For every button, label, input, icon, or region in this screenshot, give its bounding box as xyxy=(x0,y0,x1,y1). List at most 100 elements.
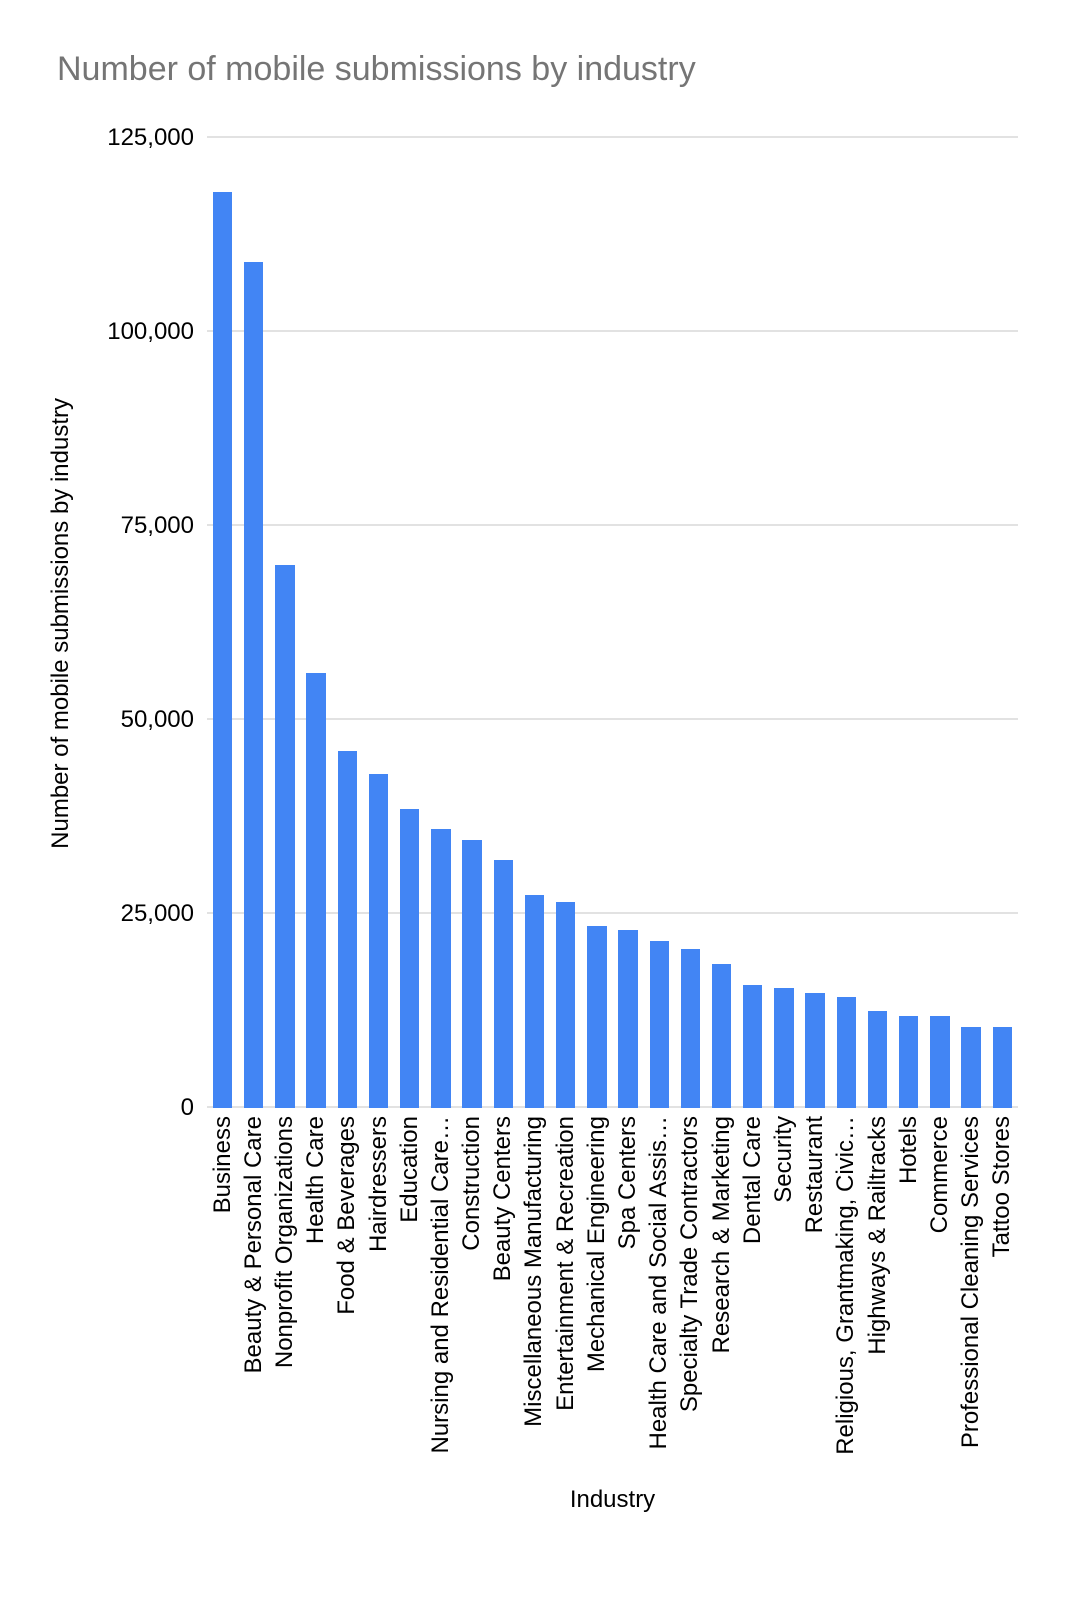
bar[interactable] xyxy=(836,997,856,1108)
bar-column xyxy=(831,138,862,1108)
x-tick-cell: Health Care xyxy=(301,1116,332,1476)
x-tick-cell: Restaurant xyxy=(800,1116,831,1476)
x-tick-cell: Security xyxy=(768,1116,799,1476)
bar[interactable] xyxy=(244,262,264,1108)
bar[interactable] xyxy=(400,809,420,1108)
bar-column xyxy=(987,138,1018,1108)
x-tick-label: Hairdressers xyxy=(364,1116,392,1253)
bar-column xyxy=(768,138,799,1108)
x-tick-label: Security xyxy=(769,1116,797,1203)
x-tick-label: Construction xyxy=(458,1116,486,1251)
bar[interactable] xyxy=(711,964,732,1108)
x-tick-label: Hotels xyxy=(894,1116,922,1185)
x-tick-label: Mechanical Engineering xyxy=(582,1116,610,1373)
x-tick-label: Spa Centers xyxy=(614,1116,642,1250)
bar[interactable] xyxy=(961,1026,981,1108)
x-tick-cell: Hotels xyxy=(893,1116,924,1476)
x-tick-label: Beauty & Personal Care xyxy=(239,1116,267,1374)
bar-column xyxy=(706,138,737,1108)
x-tick-label: Commerce xyxy=(925,1116,953,1234)
bar-column xyxy=(207,138,238,1108)
gridline xyxy=(207,1106,1018,1108)
bar[interactable] xyxy=(587,925,607,1108)
x-tick-cell: Business xyxy=(207,1116,238,1476)
x-tick-cell: Construction xyxy=(457,1116,488,1476)
x-tick-cell: Food & Beverages xyxy=(332,1116,363,1476)
bar[interactable] xyxy=(337,751,357,1108)
bar-column xyxy=(457,138,488,1108)
bar[interactable] xyxy=(899,1016,919,1108)
bar-column xyxy=(956,138,987,1108)
x-tick-cell: Spa Centers xyxy=(612,1116,643,1476)
x-tick-cell: Hairdressers xyxy=(363,1116,394,1476)
gridline xyxy=(207,912,1018,914)
x-tick-cell: Education xyxy=(394,1116,425,1476)
bar-column xyxy=(332,138,363,1108)
x-tick-label: Miscellaneous Manufacturing xyxy=(520,1116,548,1427)
bar-column xyxy=(425,138,456,1108)
bar-column xyxy=(363,138,394,1108)
x-tick-label: Beauty Centers xyxy=(489,1116,517,1282)
gridline xyxy=(207,718,1018,720)
x-tick-label: Business xyxy=(208,1116,236,1214)
bar-column xyxy=(800,138,831,1108)
x-tick-label: Nonprofit Organizations xyxy=(270,1116,298,1369)
bar-column xyxy=(737,138,768,1108)
bar[interactable] xyxy=(306,673,326,1108)
x-tick-cell: Health Care and Social Assis… xyxy=(644,1116,675,1476)
bar[interactable] xyxy=(618,929,638,1108)
x-tick-cell: Tattoo Stores xyxy=(987,1116,1018,1476)
x-tick-cell: Professional Cleaning Services xyxy=(956,1116,987,1476)
bar[interactable] xyxy=(493,859,513,1108)
bar-column xyxy=(862,138,893,1108)
x-tick-label: Entertainment & Recreation xyxy=(551,1116,579,1411)
gridline xyxy=(207,524,1018,526)
x-tick-label: Nursing and Residential Care… xyxy=(426,1116,454,1454)
x-tick-cell: Specialty Trade Contractors xyxy=(675,1116,706,1476)
bar[interactable] xyxy=(805,993,825,1108)
bar[interactable] xyxy=(680,948,701,1108)
bar[interactable] xyxy=(275,564,295,1108)
x-tick-label: Food & Beverages xyxy=(333,1116,361,1315)
chart-title: Number of mobile submissions by industry xyxy=(57,50,696,88)
bar[interactable] xyxy=(431,828,451,1108)
bar-column xyxy=(269,138,300,1108)
y-tick-label: 125,000 xyxy=(107,124,194,151)
y-tick-label: 50,000 xyxy=(120,706,194,733)
bar[interactable] xyxy=(555,902,576,1108)
x-tick-cell: Miscellaneous Manufacturing xyxy=(519,1116,550,1476)
bar[interactable] xyxy=(462,840,482,1108)
bar-column xyxy=(893,138,924,1108)
x-tick-label: Tattoo Stores xyxy=(988,1116,1016,1258)
bar[interactable] xyxy=(867,1011,888,1108)
x-tick-label: Restaurant xyxy=(801,1116,829,1234)
x-tick-label: Health Care and Social Assis… xyxy=(645,1116,673,1450)
x-tick-cell: Research & Marketing xyxy=(706,1116,737,1476)
bar-series xyxy=(207,138,1018,1108)
bar-column xyxy=(394,138,425,1108)
bar[interactable] xyxy=(992,1026,1012,1108)
bar-column xyxy=(581,138,612,1108)
plot-area xyxy=(207,136,1018,1108)
bar[interactable] xyxy=(649,941,669,1108)
bar[interactable] xyxy=(524,894,545,1108)
gridline xyxy=(207,330,1018,332)
bar-column xyxy=(519,138,550,1108)
x-tick-cell: Beauty & Personal Care xyxy=(238,1116,269,1476)
x-tick-cell: Entertainment & Recreation xyxy=(550,1116,581,1476)
x-tick-cell: Dental Care xyxy=(737,1116,768,1476)
bar[interactable] xyxy=(743,985,763,1108)
x-tick-label: Religious, Grantmaking, Civic… xyxy=(832,1116,860,1455)
bar[interactable] xyxy=(930,1016,950,1108)
bar[interactable] xyxy=(774,987,794,1108)
x-tick-label: Dental Care xyxy=(738,1116,766,1245)
bar[interactable] xyxy=(212,192,233,1108)
bar[interactable] xyxy=(368,774,389,1108)
x-axis-title: Industry xyxy=(569,1486,656,1513)
bar-column xyxy=(301,138,332,1108)
x-tick-label: Education xyxy=(395,1116,423,1223)
x-tick-cell: Beauty Centers xyxy=(488,1116,519,1476)
x-tick-label: Research & Marketing xyxy=(707,1116,735,1354)
bar-column xyxy=(675,138,706,1108)
